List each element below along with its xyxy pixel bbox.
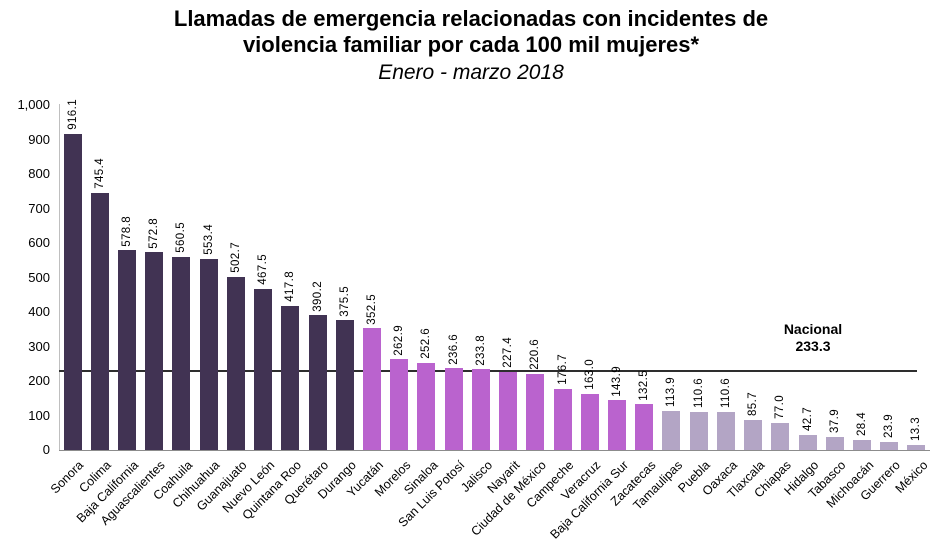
chart-title: Llamadas de emergencia relacionadas con … bbox=[0, 6, 942, 58]
bar-value-label: 390.2 bbox=[311, 280, 324, 312]
bar-value-label: 163.0 bbox=[583, 358, 596, 390]
bar bbox=[444, 368, 463, 450]
bar-value-label: 745.4 bbox=[93, 158, 106, 189]
bar-value-label: 262.9 bbox=[393, 324, 406, 356]
bar bbox=[771, 423, 790, 450]
bar bbox=[145, 252, 164, 450]
bar-value-label: 467.5 bbox=[257, 253, 270, 285]
bar-value-label: 252.6 bbox=[420, 328, 433, 359]
bar bbox=[526, 373, 545, 450]
bar-value-label: 37.9 bbox=[828, 408, 841, 433]
bar-value-label: 236.6 bbox=[447, 333, 460, 365]
bar-value-label: 553.4 bbox=[202, 224, 215, 256]
y-axis-tick-label: 800 bbox=[28, 166, 50, 181]
chart-title-line1: Llamadas de emergencia relacionadas con … bbox=[173, 6, 769, 31]
bar bbox=[635, 404, 654, 450]
bar bbox=[852, 440, 871, 450]
bar-value-label: 132.5 bbox=[638, 369, 651, 401]
bar bbox=[662, 410, 681, 450]
bar-value-label: 110.6 bbox=[719, 377, 732, 408]
bar bbox=[689, 411, 708, 450]
bar-value-label: 220.6 bbox=[529, 339, 542, 370]
y-axis-tick-label: 100 bbox=[28, 407, 50, 423]
bar-value-label: 352.5 bbox=[366, 293, 379, 325]
bar-value-label: 502.7 bbox=[229, 241, 242, 273]
bar-value-label: 110.6 bbox=[692, 377, 705, 408]
bar bbox=[907, 445, 926, 450]
bar bbox=[90, 192, 109, 450]
national-average-label: Nacional 233.3 bbox=[752, 321, 874, 355]
bar bbox=[716, 411, 735, 450]
bar bbox=[363, 328, 382, 450]
bar-value-label: 143.9 bbox=[610, 365, 623, 397]
national-average-label-value: 233.3 bbox=[795, 338, 831, 354]
bar-value-label: 578.8 bbox=[121, 215, 134, 247]
bar bbox=[335, 320, 354, 450]
bar bbox=[281, 305, 300, 450]
bar bbox=[118, 250, 137, 450]
chart-title-line2: violencia familiar por cada 100 mil muje… bbox=[242, 32, 700, 57]
bar bbox=[390, 359, 409, 450]
bar bbox=[172, 256, 191, 450]
bar bbox=[226, 276, 245, 450]
y-axis-tick-label: 500 bbox=[28, 269, 50, 285]
national-average-label-text: Nacional bbox=[783, 321, 843, 337]
bar-value-label: 916.1 bbox=[66, 99, 79, 130]
bar bbox=[553, 389, 572, 450]
bar-value-label: 233.8 bbox=[474, 334, 487, 366]
bar bbox=[607, 400, 626, 450]
bar-value-label: 77.0 bbox=[774, 395, 787, 420]
y-axis-tick-label: 200 bbox=[28, 373, 50, 388]
bar-value-label: 23.9 bbox=[883, 413, 896, 438]
bar bbox=[63, 133, 82, 450]
bar-value-label: 13.3 bbox=[910, 417, 923, 442]
bar bbox=[471, 369, 490, 450]
bar-value-label: 560.5 bbox=[175, 221, 188, 253]
bar bbox=[744, 420, 763, 450]
bar bbox=[499, 371, 518, 450]
bar bbox=[580, 393, 599, 450]
bar bbox=[417, 362, 436, 450]
bar-value-label: 417.8 bbox=[284, 271, 297, 302]
y-axis-tick-label: 700 bbox=[28, 200, 50, 216]
bar bbox=[199, 259, 218, 450]
bar bbox=[798, 435, 817, 450]
bar-value-label: 113.9 bbox=[665, 376, 678, 407]
y-axis-tick-label: 300 bbox=[28, 338, 50, 354]
bar-value-label: 28.4 bbox=[855, 412, 868, 437]
y-axis-tick-label: 400 bbox=[28, 304, 50, 319]
bar-value-label: 227.4 bbox=[502, 336, 515, 368]
y-axis-tick-label: 0 bbox=[42, 442, 50, 457]
y-axis-line bbox=[59, 104, 60, 451]
y-axis-tick-label: 1,000 bbox=[17, 97, 50, 112]
bar bbox=[254, 288, 273, 450]
bar-value-label: 85.7 bbox=[747, 392, 760, 417]
bar bbox=[825, 436, 844, 450]
y-axis-tick-label: 600 bbox=[28, 235, 50, 250]
bar bbox=[308, 315, 327, 450]
bar-value-label: 572.8 bbox=[148, 217, 161, 249]
bar-value-label: 176.7 bbox=[556, 354, 569, 386]
bar-value-label: 42.7 bbox=[801, 407, 814, 432]
y-axis-tick-label: 900 bbox=[28, 131, 50, 147]
chart-subtitle: Enero - marzo 2018 bbox=[378, 61, 564, 84]
x-axis-line bbox=[59, 450, 930, 451]
bar-value-label: 375.5 bbox=[338, 285, 351, 317]
bar bbox=[880, 441, 899, 450]
